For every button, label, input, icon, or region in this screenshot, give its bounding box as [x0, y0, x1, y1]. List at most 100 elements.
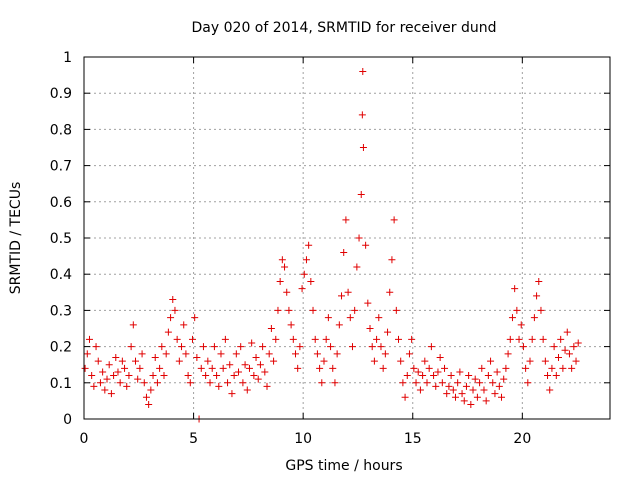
data-point: [96, 379, 104, 387]
data-point: [215, 382, 223, 390]
data-point: [83, 350, 91, 358]
data-point: [245, 364, 253, 372]
data-point: [397, 357, 405, 365]
data-point: [171, 306, 179, 314]
data-point: [81, 364, 89, 372]
data-point: [219, 364, 227, 372]
data-point: [324, 314, 332, 322]
data-point: [138, 350, 146, 358]
data-point: [151, 353, 159, 361]
data-point: [476, 379, 484, 387]
data-point: [180, 321, 188, 329]
data-point: [281, 263, 289, 271]
data-point: [348, 343, 356, 351]
data-point: [366, 325, 374, 332]
data-point: [221, 335, 229, 343]
data-point: [491, 390, 499, 398]
data-point: [344, 288, 352, 296]
data-point: [358, 111, 366, 119]
data-point: [412, 379, 420, 387]
data-point: [199, 343, 207, 351]
data-point: [478, 364, 486, 372]
data-point: [85, 335, 93, 343]
data-point: [298, 285, 306, 293]
data-point: [140, 379, 148, 387]
data-point: [142, 393, 150, 401]
data-point: [498, 393, 506, 401]
data-point: [462, 382, 470, 390]
data-point: [278, 256, 286, 264]
data-point: [173, 335, 181, 343]
data-point: [570, 343, 578, 351]
data-point: [517, 321, 525, 329]
data-point: [508, 314, 516, 322]
data-point: [559, 364, 567, 372]
data-point: [482, 397, 490, 405]
data-point: [506, 335, 514, 343]
data-point: [99, 368, 107, 376]
axis-ticks: 00.10.20.30.40.50.60.70.80.910 5 10 15 20: [50, 50, 610, 447]
data-point: [469, 386, 477, 394]
chart-title: Day 020 of 2014, SRMTID for receiver dun…: [192, 20, 497, 36]
data-point: [530, 314, 538, 322]
data-point: [186, 379, 194, 387]
data-point: [226, 361, 234, 369]
data-point: [169, 296, 177, 304]
data-point: [263, 382, 271, 390]
data-point: [557, 335, 565, 343]
y-tick-label: 0.2: [50, 340, 72, 356]
x-tick-label: 20: [513, 431, 531, 447]
data-point: [210, 343, 218, 351]
data-point: [248, 339, 256, 347]
data-point: [438, 379, 446, 387]
gridlines: [84, 57, 610, 419]
y-tick-label: 0.4: [50, 267, 72, 283]
data-point: [178, 343, 186, 351]
data-point: [309, 306, 317, 314]
data-point: [107, 390, 115, 398]
data-point: [392, 306, 400, 314]
data-point: [191, 314, 199, 322]
x-axis-label: GPS time / hours: [285, 458, 402, 474]
data-point: [208, 364, 216, 372]
data-point: [342, 216, 350, 224]
data-point: [373, 335, 381, 343]
data-point: [287, 321, 295, 329]
data-point: [145, 401, 153, 409]
data-point: [471, 375, 479, 383]
data-point: [123, 382, 131, 390]
data-point: [537, 306, 545, 314]
data-point: [359, 67, 367, 75]
data-point: [252, 353, 260, 361]
data-point: [134, 375, 142, 383]
data-point: [291, 350, 299, 358]
data-point: [335, 321, 343, 329]
data-point: [294, 364, 302, 372]
data-point: [149, 372, 157, 380]
data-point: [427, 343, 435, 351]
data-point: [550, 343, 558, 351]
data-point: [204, 357, 212, 365]
data-point: [449, 386, 457, 394]
data-point: [243, 386, 251, 394]
data-point: [546, 386, 554, 394]
data-point: [346, 314, 354, 322]
data-point: [414, 368, 422, 376]
data-point: [213, 372, 221, 380]
data-point: [285, 306, 293, 314]
data-point: [451, 393, 459, 401]
data-point: [395, 335, 403, 343]
data-point: [430, 372, 438, 380]
data-point: [388, 256, 396, 264]
data-point: [364, 299, 372, 307]
data-point: [270, 357, 278, 365]
data-point: [390, 216, 398, 224]
data-point: [458, 390, 466, 398]
data-point: [193, 353, 201, 361]
data-point: [296, 343, 304, 351]
data-point: [311, 335, 319, 343]
data-point: [368, 343, 376, 351]
y-tick-label: 0.6: [50, 195, 72, 211]
data-point: [515, 335, 523, 343]
